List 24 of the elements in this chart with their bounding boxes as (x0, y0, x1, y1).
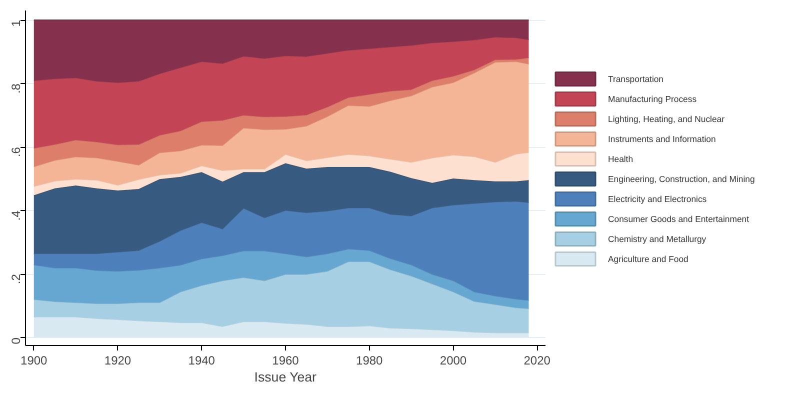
x-tick-label: 1980 (356, 354, 384, 368)
legend-label: Electricity and Electronics (608, 194, 707, 204)
y-tick-label: 1 (9, 20, 23, 27)
x-tick-label: 2020 (524, 354, 551, 368)
legend-label: Instruments and Information (608, 134, 716, 144)
y-tick-label: .2 (9, 274, 23, 284)
legend-label: Consumer Goods and Entertainment (608, 214, 749, 224)
legend-label: Manufacturing Process (608, 94, 697, 104)
y-tick-label: 0 (9, 337, 23, 344)
x-tick-label: 1960 (272, 354, 300, 368)
y-tick-label: .8 (9, 83, 23, 94)
x-tick-label: 2000 (440, 354, 467, 368)
legend-label: Health (608, 154, 634, 164)
legend-label: Chemistry and Metallurgy (608, 234, 706, 244)
y-tick-label: .6 (9, 146, 23, 158)
x-tick-label: 1920 (104, 354, 132, 368)
legend-label: Lighting, Heating, and Nuclear (608, 114, 724, 124)
y-tick-label: .4 (9, 210, 23, 221)
legend-label: Transportation (608, 74, 664, 84)
x-tick-label: 1940 (188, 354, 216, 368)
legend-label: Engineering, Construction, and Mining (608, 174, 755, 184)
legend-label: Agriculture and Food (608, 254, 688, 264)
x-axis-title: Issue Year (254, 370, 318, 384)
x-tick-label: 1900 (20, 354, 48, 368)
